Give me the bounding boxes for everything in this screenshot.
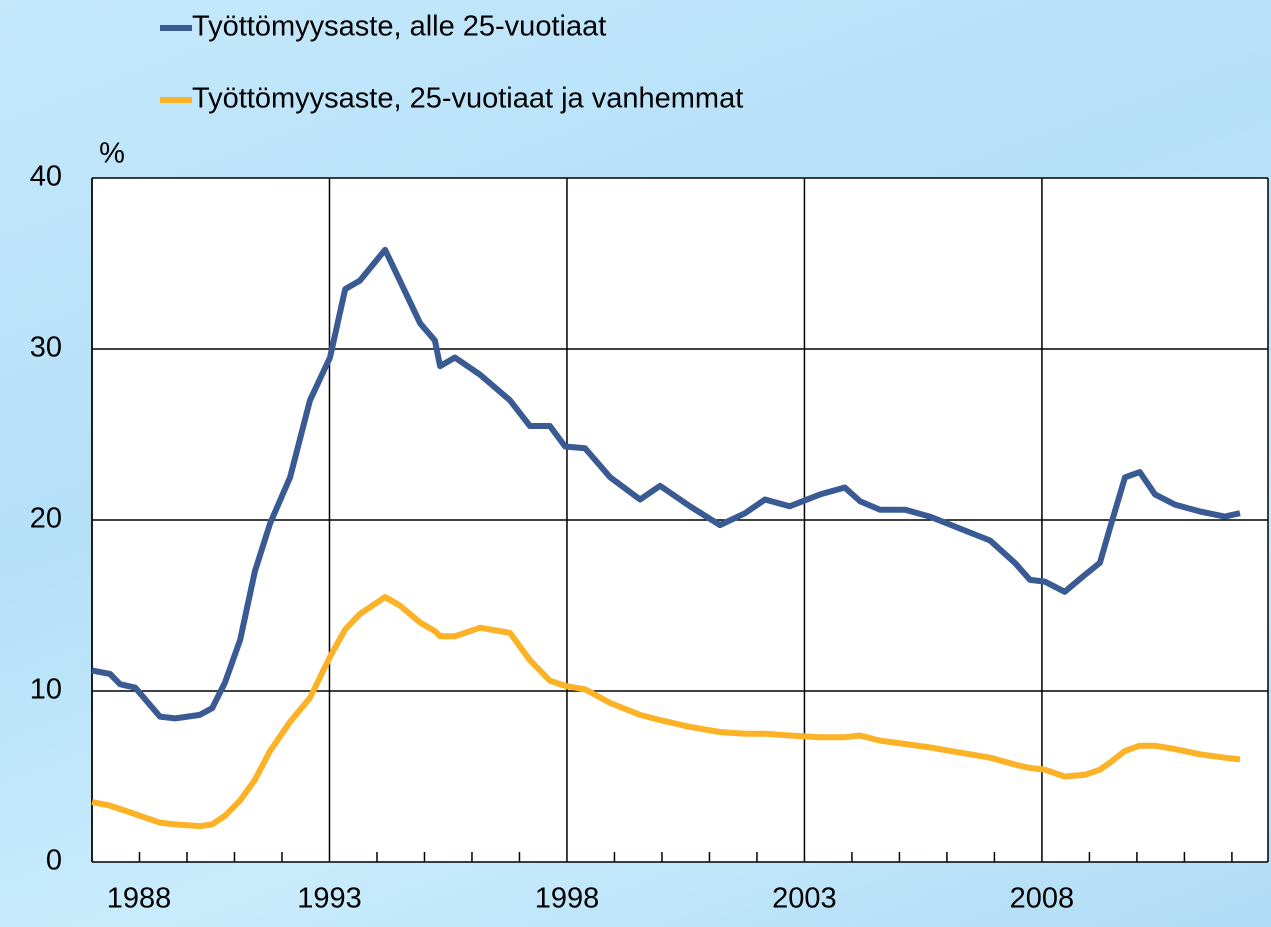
x-tick-label: 1998 [535,883,600,915]
y-tick-label: 40 [30,161,62,193]
line-series [91,246,1241,722]
y-tick-label: 20 [30,503,62,535]
x-tick-label: 2003 [772,883,837,915]
x-tick-label: 2008 [1010,883,1075,915]
legend-label: Työttömyysaste, alle 25-vuotiaat [192,11,606,43]
y-tick-label: 30 [30,332,62,364]
y-axis-label: % [99,138,125,170]
x-tick-label: 1993 [297,883,362,915]
x-tick-label: 1988 [107,883,172,915]
legend-label: Työttömyysaste, 25-vuotiaat ja vanhemmat [192,83,743,115]
y-tick-label: 10 [30,674,62,706]
line-series [91,594,1241,830]
y-tick-label: 0 [46,845,62,877]
